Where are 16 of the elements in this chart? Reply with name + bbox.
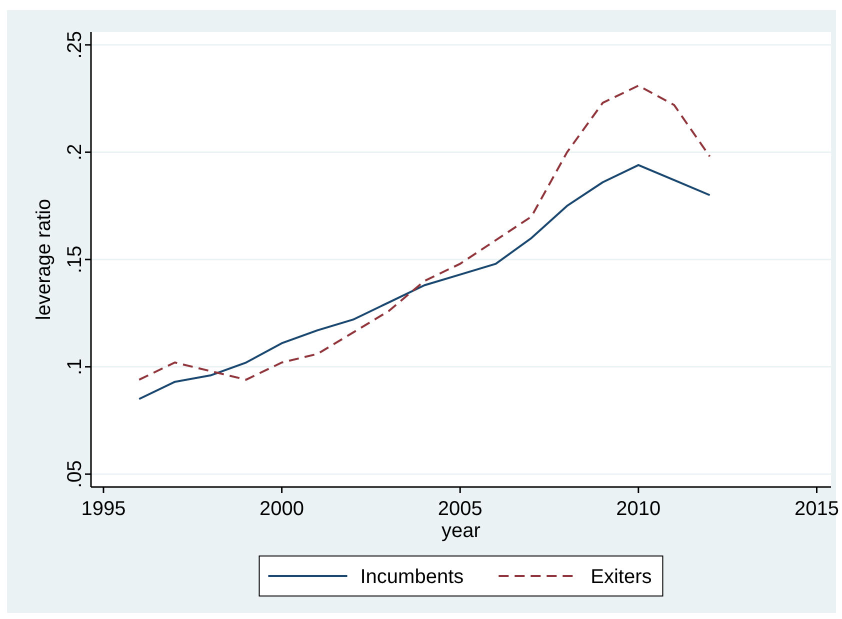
x-tick-label: 2015 xyxy=(794,498,839,520)
y-tick-label: .2 xyxy=(64,144,86,161)
x-tick-label: 2005 xyxy=(438,498,482,520)
y-tick-label: .15 xyxy=(64,246,86,274)
y-tick-label: .1 xyxy=(64,358,86,376)
x-tick-label: 1995 xyxy=(81,498,126,520)
y-axis-title: leverage ratio xyxy=(33,198,55,320)
y-tick-label: .05 xyxy=(64,460,86,488)
x-tick-label: 2010 xyxy=(616,498,661,520)
line-series xyxy=(138,84,711,381)
x-tick-label: 2000 xyxy=(260,498,304,520)
line-series xyxy=(138,164,711,400)
x-axis-title: year xyxy=(442,520,481,542)
legend-label: Incumbents xyxy=(360,566,464,588)
y-tick-label: .25 xyxy=(64,30,86,59)
legend-label: Exiters xyxy=(590,566,652,588)
